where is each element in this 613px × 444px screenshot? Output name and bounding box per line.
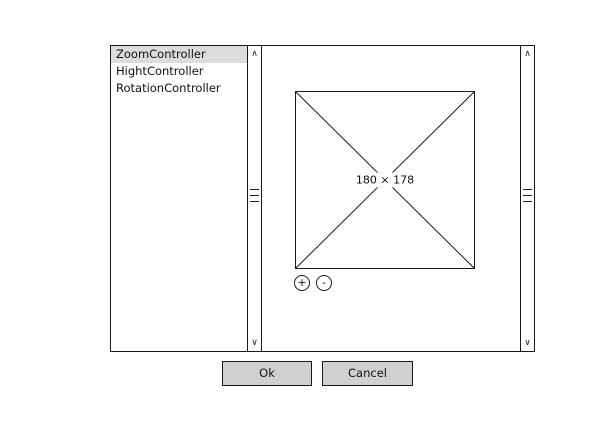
ok-button[interactable]: Ok: [222, 361, 312, 386]
image-size-label: 180 × 178: [352, 172, 418, 188]
preview-panel: 180 × 178 + - ∧ ∨: [261, 45, 535, 352]
list-scroll-thumb[interactable]: [250, 188, 259, 209]
controller-list-items: ZoomController HightController RotationC…: [111, 46, 248, 351]
list-item-hight-controller[interactable]: HightController: [116, 64, 204, 78]
preview-scroll-down-icon[interactable]: ∨: [524, 338, 531, 348]
image-placeholder: 180 × 178: [295, 91, 475, 269]
controller-list[interactable]: ZoomController HightController RotationC…: [110, 45, 262, 352]
list-item-zoom-controller[interactable]: ZoomController: [111, 46, 248, 63]
preview-scroll-up-icon[interactable]: ∧: [524, 49, 531, 59]
preview-vertical-scrollbar[interactable]: ∧ ∨: [520, 46, 534, 351]
list-vertical-scrollbar[interactable]: ∧ ∨: [247, 46, 261, 351]
list-scroll-down-icon[interactable]: ∨: [251, 338, 258, 348]
list-scroll-up-icon[interactable]: ∧: [251, 49, 258, 59]
cancel-button[interactable]: Cancel: [322, 361, 413, 386]
preview-scroll-thumb[interactable]: [523, 188, 532, 209]
zoom-out-button[interactable]: -: [316, 275, 332, 291]
zoom-in-button[interactable]: +: [294, 275, 310, 291]
list-item-rotation-controller[interactable]: RotationController: [116, 81, 221, 95]
